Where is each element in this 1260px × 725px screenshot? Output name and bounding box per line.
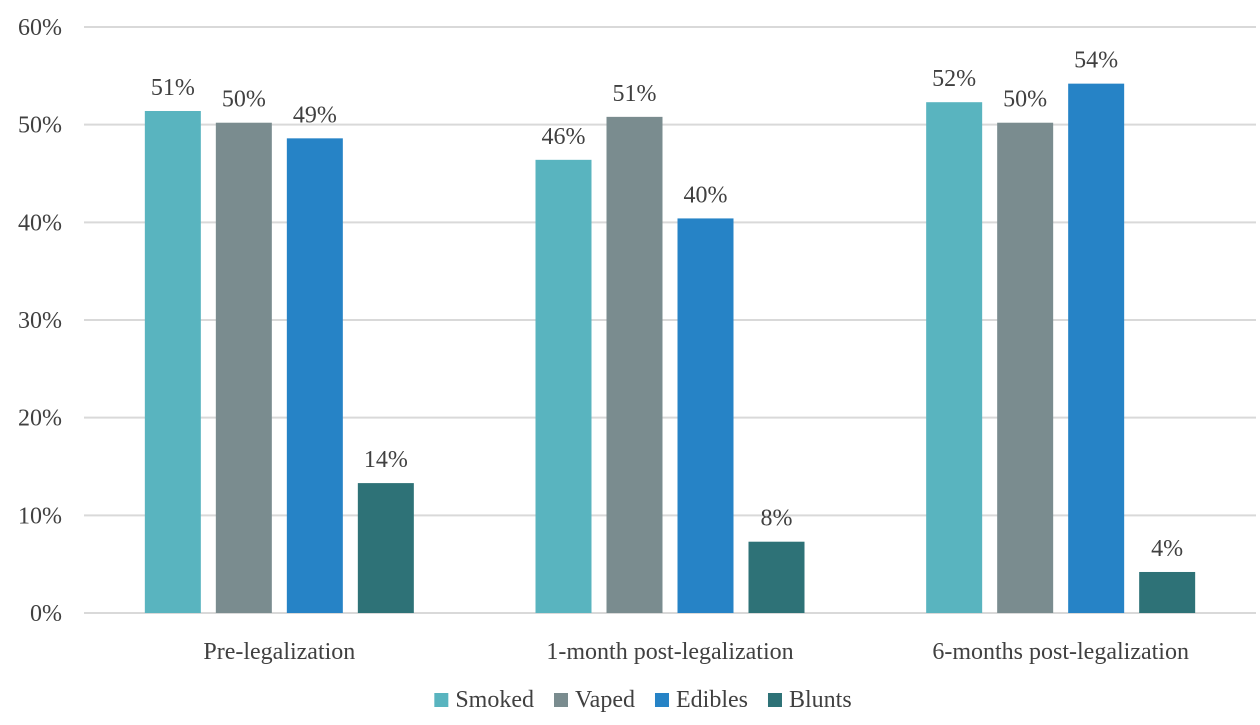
gridlines	[84, 26, 1256, 614]
bar-edibles-2	[1068, 83, 1125, 613]
bar-vaped-1	[606, 116, 663, 613]
legend-swatch	[767, 693, 782, 707]
legend-item-blunts: Blunts	[767, 687, 852, 713]
legend-swatch	[434, 693, 449, 707]
y-tick-label: 30%	[18, 308, 62, 334]
bar-vaped-2	[997, 122, 1054, 614]
data-label-blunts-0: 14%	[364, 447, 408, 473]
data-label-edibles-0: 49%	[293, 102, 337, 128]
x-axis-category-labels: Pre-legalization 1-month post-legalizatio…	[203, 639, 1189, 665]
legend-swatch	[554, 693, 568, 707]
legend: Smoked Vaped Edibles Blunts	[434, 687, 852, 713]
x-category-label: Pre-legalization	[203, 639, 355, 665]
legend-label: Blunts	[789, 687, 852, 713]
y-tick-label: 60%	[18, 15, 62, 41]
legend-label: Smoked	[455, 687, 534, 713]
data-label-smoked-0: 51%	[151, 75, 195, 101]
legend-item-edibles: Edibles	[654, 687, 748, 713]
y-tick-label: 40%	[18, 210, 62, 236]
legend-item-smoked: Smoked	[434, 687, 534, 713]
y-tick-label: 10%	[18, 503, 62, 529]
x-category-label: 6-months post-legalization	[932, 639, 1189, 665]
data-label-vaped-2: 50%	[1003, 87, 1047, 113]
bar-edibles-0	[286, 138, 343, 613]
bars	[144, 83, 1196, 614]
data-label-smoked-1: 46%	[542, 124, 586, 150]
legend-swatch	[654, 693, 669, 707]
data-label-vaped-1: 51%	[613, 81, 657, 107]
legend-item-vaped: Vaped	[554, 687, 635, 713]
x-category-label: 1-month post-legalization	[546, 639, 793, 665]
data-labels: 51% 50% 49% 14% 46% 51% 40% 8% 52% 50% 54% 4%	[151, 48, 1183, 562]
y-tick-label: 20%	[18, 406, 62, 432]
bar-blunts-0	[357, 483, 414, 613]
y-tick-label: 50%	[18, 113, 62, 139]
bar-smoked-2	[926, 102, 983, 613]
bar-blunts-2	[1139, 571, 1196, 613]
bar-blunts-1	[748, 541, 805, 613]
bar-smoked-1	[535, 159, 592, 613]
y-axis-tick-labels: 0% 10% 20% 30% 40% 50% 60%	[18, 15, 62, 627]
legend-label: Vaped	[575, 687, 635, 713]
legend-label: Edibles	[676, 687, 748, 713]
bar-edibles-1	[677, 218, 734, 613]
data-label-blunts-1: 8%	[761, 506, 793, 532]
bar-smoked-0	[144, 110, 201, 613]
data-label-blunts-2: 4%	[1151, 536, 1183, 562]
bar-vaped-0	[215, 122, 272, 614]
data-label-edibles-2: 54%	[1074, 48, 1118, 74]
data-label-smoked-2: 52%	[932, 66, 976, 92]
data-label-edibles-1: 40%	[684, 182, 728, 208]
data-label-vaped-0: 50%	[222, 87, 266, 113]
y-tick-label: 0%	[30, 601, 62, 627]
